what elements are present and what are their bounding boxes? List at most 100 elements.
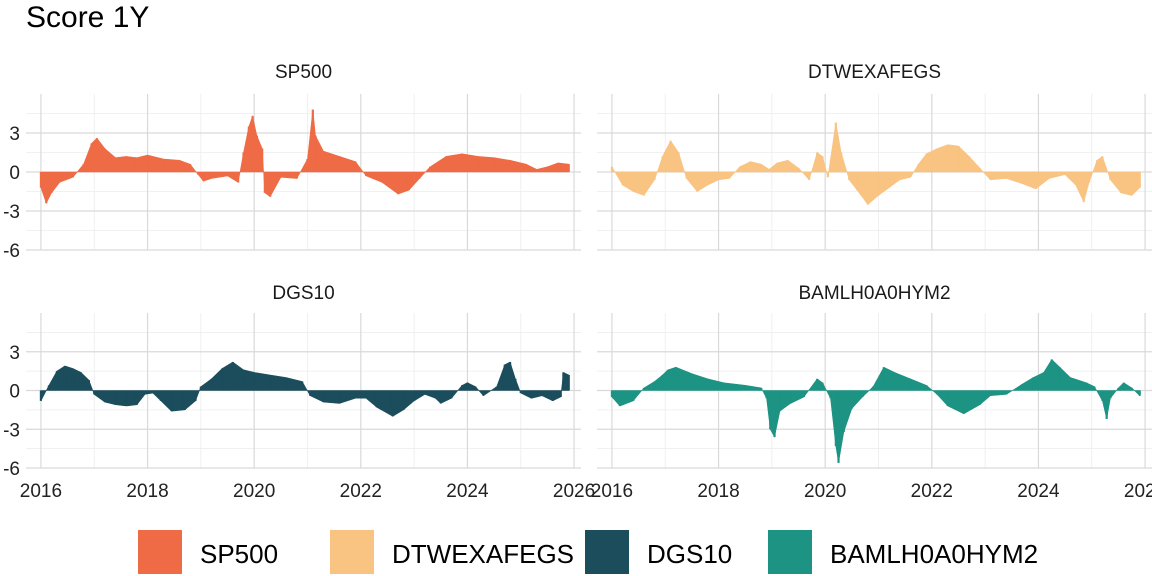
- score-bar: [882, 367, 885, 391]
- score-bar: [434, 390, 437, 399]
- score-bar: [135, 390, 138, 405]
- score-bar: [87, 380, 91, 391]
- score-bar: [461, 153, 464, 172]
- score-bar: [354, 390, 357, 399]
- score-bar: [917, 164, 920, 172]
- score-bar: [79, 372, 83, 391]
- score-bar: [1050, 359, 1053, 391]
- score-bar: [989, 390, 992, 396]
- score-bar: [1119, 172, 1123, 193]
- x-tick-label: 2026: [553, 481, 595, 502]
- score-bar: [143, 390, 146, 395]
- score-bar: [850, 390, 853, 409]
- score-bar: [1021, 172, 1024, 184]
- score-bar: [407, 172, 410, 191]
- score-bar: [837, 390, 840, 463]
- score-series-area: [611, 359, 1141, 463]
- facet-strip-label: DTWEXAFEGS: [808, 62, 941, 83]
- score-bar: [749, 161, 752, 172]
- score-bar: [322, 151, 325, 172]
- score-bar: [826, 172, 829, 178]
- score-bar: [1085, 382, 1088, 391]
- score-bar: [231, 362, 234, 391]
- score-bar: [1101, 390, 1104, 401]
- score-bar: [261, 148, 264, 172]
- facet-panel-sp500: SP500 3 0 -3 -6: [3, 62, 581, 262]
- score-bar: [71, 368, 75, 391]
- x-tick-label: 2024: [1017, 481, 1060, 502]
- score-bar: [477, 156, 480, 172]
- score-bar: [769, 390, 772, 430]
- y-tick-label: -3: [3, 420, 20, 441]
- score-bar: [314, 135, 317, 172]
- score-bar: [508, 362, 512, 391]
- score-bar: [1074, 172, 1077, 185]
- score-bar: [760, 387, 763, 391]
- score-bar: [717, 172, 720, 180]
- y-tick-label: -6: [3, 241, 20, 262]
- score-bar: [135, 157, 138, 172]
- score-bar: [957, 146, 960, 172]
- score-bar: [210, 378, 213, 391]
- score-bar: [968, 156, 971, 172]
- score-bar: [474, 386, 477, 391]
- score-bar: [677, 152, 680, 172]
- facet-strip-label: BAMLH0A0HYM2: [798, 283, 950, 304]
- score-bar: [1117, 387, 1120, 391]
- facet-panel-dtwexafegs: DTWEXAFEGS: [597, 62, 1152, 251]
- x-tick-label: 2016: [591, 481, 633, 502]
- score-bar: [1087, 172, 1091, 183]
- score-bar: [936, 148, 939, 172]
- legend: SP500 DTWEXAFEGS DGS10 BAMLH0A0HYM2: [138, 530, 1038, 574]
- score-bar: [1048, 172, 1051, 179]
- score-bar: [338, 390, 341, 404]
- score-bar: [842, 390, 845, 432]
- score-bar: [202, 172, 205, 182]
- score-bar: [439, 390, 442, 404]
- facet-strip-label: SP500: [275, 62, 332, 83]
- score-bar: [413, 390, 416, 401]
- score-bar: [925, 385, 928, 391]
- score-bar: [789, 390, 792, 404]
- score-bar: [1109, 172, 1112, 180]
- score-bar: [925, 153, 928, 172]
- score-bar: [669, 140, 672, 172]
- score-bar: [391, 390, 394, 417]
- score-bar: [706, 378, 709, 391]
- score-bar: [773, 390, 776, 437]
- y-tick-label: -6: [3, 459, 20, 480]
- score-bar: [397, 172, 400, 195]
- legend-label: DTWEXAFEGS: [392, 539, 574, 569]
- score-bar: [706, 172, 709, 185]
- score-bar: [1109, 390, 1112, 399]
- score-bar: [338, 156, 341, 172]
- score-bar: [893, 372, 896, 391]
- score-bar: [210, 172, 213, 179]
- score-bar: [808, 172, 811, 180]
- score-bar: [540, 390, 544, 396]
- score-bar: [1130, 172, 1133, 196]
- score-bar: [418, 172, 421, 179]
- score-bar: [872, 386, 875, 391]
- score-bar: [125, 156, 128, 172]
- legend-swatch-sp500: [138, 530, 182, 574]
- score-bar: [816, 152, 819, 172]
- score-bar: [1105, 390, 1108, 419]
- score-bar: [866, 172, 869, 205]
- score-bar: [365, 390, 368, 399]
- x-tick-label: 2020: [233, 481, 275, 502]
- y-tick-label: 0: [9, 382, 20, 403]
- score-bar: [1005, 390, 1008, 395]
- score-bar: [642, 172, 646, 196]
- facet-panel-bamlh0a0hym2: BAMLH0A0HYM2 2016 2018 2020 2022 2024 2026: [591, 283, 1152, 502]
- score-bar: [237, 172, 240, 183]
- score-bar: [71, 172, 75, 178]
- score-bar: [546, 166, 549, 172]
- score-bar: [618, 390, 622, 406]
- score-bar: [279, 172, 282, 178]
- legend-label: BAMLH0A0HYM2: [830, 539, 1038, 569]
- score-series-area: [611, 122, 1141, 205]
- score-bar: [1082, 172, 1085, 202]
- score-bar: [567, 375, 570, 391]
- x-tick-label: 2022: [911, 481, 953, 502]
